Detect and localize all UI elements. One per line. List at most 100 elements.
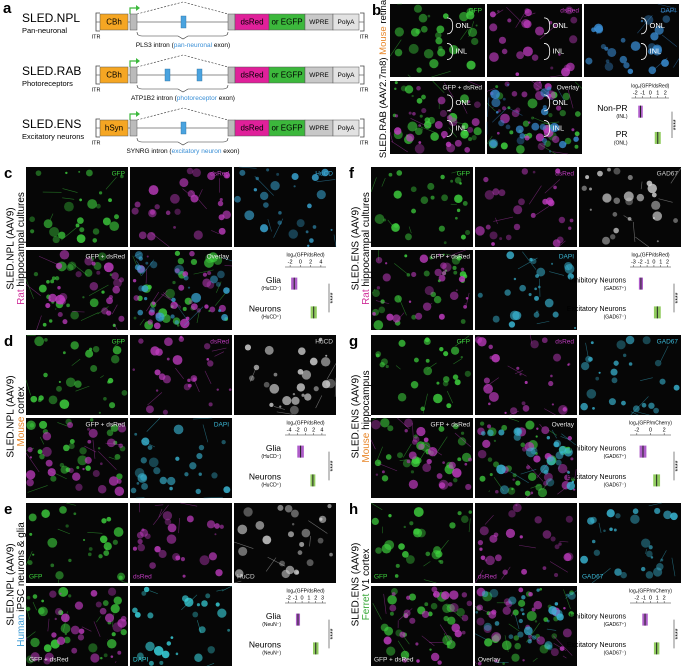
neurite [57, 528, 71, 535]
cell [505, 234, 512, 241]
image-label: DAPI [661, 8, 676, 15]
cell [529, 257, 533, 262]
cell [375, 351, 382, 357]
cell [442, 461, 445, 464]
cell [558, 53, 561, 56]
cell [85, 349, 94, 358]
cell [89, 347, 93, 351]
cell [266, 168, 270, 172]
cell [505, 600, 513, 608]
neurite [532, 657, 538, 662]
cell [518, 599, 526, 607]
cell [441, 591, 450, 600]
cell [613, 360, 619, 366]
cell [174, 268, 180, 274]
cell [447, 616, 456, 625]
cell [534, 516, 542, 524]
layer-label: ONL [553, 98, 568, 107]
cell [533, 600, 543, 610]
cell [476, 617, 485, 626]
cell [90, 590, 98, 597]
polya-label: PolyA [338, 19, 356, 26]
cell [413, 436, 420, 443]
cell [318, 515, 327, 524]
cell [307, 244, 310, 247]
cell [653, 407, 659, 414]
neurite [27, 485, 48, 493]
cell [452, 423, 459, 430]
cell [531, 54, 539, 61]
tss-arrow [129, 113, 137, 120]
intron-name: PLS3 intron ( [136, 42, 175, 49]
cell [391, 223, 400, 232]
axis-label: log₂(GFP/mCherry) [629, 588, 672, 594]
neurite [527, 464, 544, 482]
neurite [553, 643, 567, 651]
cell [427, 182, 435, 191]
cell [485, 555, 495, 566]
cell [422, 463, 432, 473]
cell [378, 306, 386, 314]
cell [291, 523, 295, 526]
cell [174, 208, 181, 215]
cell [134, 264, 141, 271]
neurite [372, 417, 377, 421]
cell [170, 314, 175, 319]
neurite [553, 635, 573, 656]
cell [610, 234, 616, 240]
neurite [211, 230, 219, 235]
cell [508, 510, 516, 518]
neurite [397, 640, 410, 658]
cell [65, 524, 69, 528]
neurite [560, 436, 568, 440]
cell [528, 591, 533, 597]
neurite [265, 557, 277, 572]
micrograph [26, 503, 128, 583]
cell [563, 606, 566, 610]
neurite [658, 198, 673, 203]
cell [404, 254, 408, 258]
tick-label: 2 [314, 595, 317, 601]
neurite [152, 290, 168, 306]
cell [132, 368, 136, 371]
neurite [25, 379, 32, 396]
cell [59, 506, 67, 514]
image-label: GFP + dsRed [431, 254, 471, 261]
cell [408, 43, 419, 54]
tick-label: 1 [656, 90, 659, 96]
cell [140, 474, 147, 481]
significance: **** [330, 628, 337, 639]
neurite [422, 393, 428, 414]
cell [424, 286, 434, 296]
cell [537, 142, 546, 151]
cell [255, 521, 265, 530]
neurite [387, 219, 394, 228]
neurite [254, 176, 274, 196]
neurite [216, 589, 224, 592]
group-sublabel: (HuCD⁻) [261, 286, 281, 292]
vector-name: SLED.RAB (AAV2.7m8) [378, 57, 389, 158]
cell [491, 609, 497, 615]
group-label: Glia [266, 443, 281, 453]
cell [96, 203, 101, 209]
cell [429, 648, 432, 651]
neurite [105, 442, 122, 446]
neurite [193, 269, 214, 275]
cell [219, 198, 223, 202]
plot-bg [579, 418, 681, 498]
cell [82, 467, 85, 471]
plot-bg [234, 586, 336, 666]
cell [521, 168, 529, 175]
image-label: dsRed [478, 574, 497, 581]
cell [191, 303, 198, 311]
cell [522, 405, 530, 412]
micrograph [130, 503, 232, 583]
cell [219, 524, 224, 529]
cell [515, 504, 518, 507]
cell [375, 473, 379, 476]
cell [434, 268, 442, 277]
neurite [395, 365, 401, 370]
cell [645, 571, 654, 579]
exon-box [227, 13, 236, 31]
cell [431, 550, 441, 560]
